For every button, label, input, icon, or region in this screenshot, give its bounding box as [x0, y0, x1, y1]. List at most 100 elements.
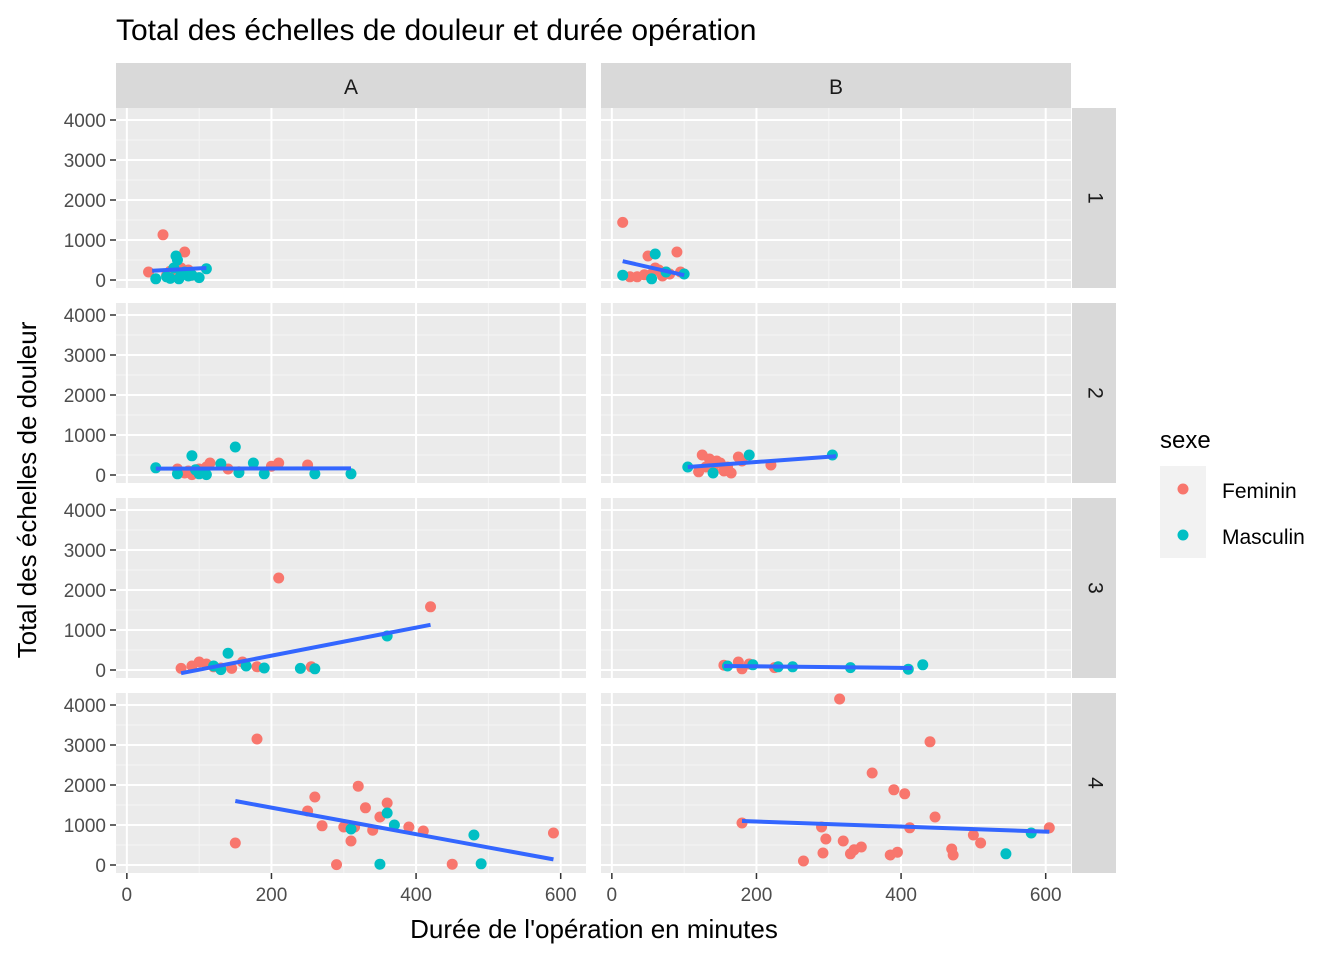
data-point-masculin [345, 468, 357, 480]
y-tick-label: 3000 [64, 346, 106, 367]
data-point-masculin [186, 450, 198, 462]
data-point-feminin [229, 837, 241, 849]
panel-background [601, 498, 1071, 678]
data-point-feminin [157, 229, 169, 241]
facet-strip-label-A: A [344, 76, 358, 99]
data-point-masculin [240, 660, 252, 672]
data-point-feminin [273, 457, 285, 469]
legend-label-masculin: Masculin [1222, 526, 1305, 549]
data-point-masculin [193, 272, 205, 284]
y-tick-label: 2000 [64, 386, 106, 407]
facet-strip-A [116, 63, 586, 108]
data-point-feminin [975, 837, 987, 849]
data-point-masculin [171, 254, 183, 266]
regression-line [723, 664, 912, 670]
data-point-feminin [817, 847, 829, 859]
regression-line [741, 819, 1050, 834]
y-tick-label: 3000 [64, 151, 106, 172]
y-tick-label: 4000 [64, 501, 106, 522]
data-point-masculin [247, 457, 259, 469]
data-point-masculin [309, 468, 321, 480]
facet-strip-row-4 [1072, 693, 1116, 873]
legend-key-feminin [1177, 483, 1189, 495]
y-tick-label: 4000 [64, 306, 106, 327]
data-point-feminin [425, 601, 437, 613]
y-tick-label: 0 [95, 271, 106, 292]
data-point-masculin [150, 273, 162, 285]
data-point-masculin [164, 272, 176, 284]
data-point-masculin [707, 467, 719, 479]
facet-strip-B [601, 63, 1071, 108]
legend-title: sexe [1160, 427, 1211, 454]
data-point-masculin [646, 273, 658, 285]
data-point-feminin [331, 859, 343, 871]
y-tick-label: 0 [95, 856, 106, 877]
data-point-masculin [171, 468, 183, 480]
legend-label-feminin: Feminin [1222, 480, 1297, 503]
regression-line [180, 622, 431, 676]
y-tick-label: 3000 [64, 736, 106, 757]
y-tick-label: 3000 [64, 541, 106, 562]
regression-line [622, 259, 685, 278]
x-axis-label: Durée de l'opération en minutes [410, 914, 778, 944]
data-point-feminin [273, 572, 285, 584]
regression-line [687, 454, 837, 469]
data-point-feminin [899, 788, 911, 800]
x-tick-label: 200 [741, 885, 773, 906]
data-point-masculin [1000, 848, 1012, 860]
data-point-feminin [891, 846, 903, 858]
y-tick-label: 4000 [64, 696, 106, 717]
data-point-masculin [229, 441, 241, 453]
data-point-feminin [251, 733, 263, 745]
regression-line [234, 799, 554, 862]
data-point-feminin [381, 797, 393, 809]
data-point-masculin [475, 858, 487, 870]
facet-strip-row-label-1: 1 [1083, 192, 1106, 204]
data-point-feminin [837, 835, 849, 847]
data-point-feminin [547, 827, 559, 839]
data-point-masculin [374, 858, 386, 870]
data-point-feminin [617, 216, 629, 228]
facet-strip-row-label-3: 3 [1083, 582, 1106, 594]
data-point-feminin [403, 821, 415, 833]
facet-strip-row-3 [1072, 498, 1116, 678]
y-tick-label: 2000 [64, 776, 106, 797]
x-tick-label: 400 [400, 885, 432, 906]
data-point-feminin [143, 266, 155, 278]
data-point-feminin [359, 802, 371, 814]
data-point-feminin [797, 855, 809, 867]
data-point-feminin [309, 791, 321, 803]
facet-strip-row-label-2: 2 [1083, 387, 1106, 399]
data-point-feminin [316, 820, 328, 832]
data-point-feminin [179, 246, 191, 258]
data-point-feminin [352, 780, 364, 792]
data-point-masculin [345, 823, 357, 835]
y-tick-label: 1000 [64, 816, 106, 837]
x-tick-label: 400 [885, 885, 917, 906]
y-tick-label: 1000 [64, 231, 106, 252]
data-point-feminin [888, 784, 900, 796]
data-point-feminin [671, 246, 683, 258]
regression-line [152, 266, 207, 273]
data-point-masculin [381, 807, 393, 819]
data-point-feminin [345, 835, 357, 847]
data-point-feminin [929, 811, 941, 823]
data-point-feminin [947, 849, 959, 861]
y-tick-label: 2000 [64, 581, 106, 602]
panel-background [116, 498, 586, 678]
facet-strip-label-B: B [829, 76, 843, 99]
data-point-feminin [820, 833, 832, 845]
x-tick-label: 0 [122, 885, 133, 906]
y-tick-label: 2000 [64, 191, 106, 212]
y-tick-label: 1000 [64, 621, 106, 642]
facet-panels: A B12340100020003000400001000200030004000… [64, 63, 1116, 906]
data-point-masculin [917, 659, 929, 671]
legend: sexe Feminin Masculin [1160, 427, 1305, 558]
y-tick-label: 1000 [64, 426, 106, 447]
facet-strip-row-label-4: 4 [1083, 777, 1106, 789]
data-point-masculin [309, 663, 321, 675]
data-point-masculin [294, 662, 306, 674]
x-tick-label: 600 [545, 885, 577, 906]
x-tick-label: 600 [1030, 885, 1062, 906]
data-point-feminin [924, 736, 936, 748]
